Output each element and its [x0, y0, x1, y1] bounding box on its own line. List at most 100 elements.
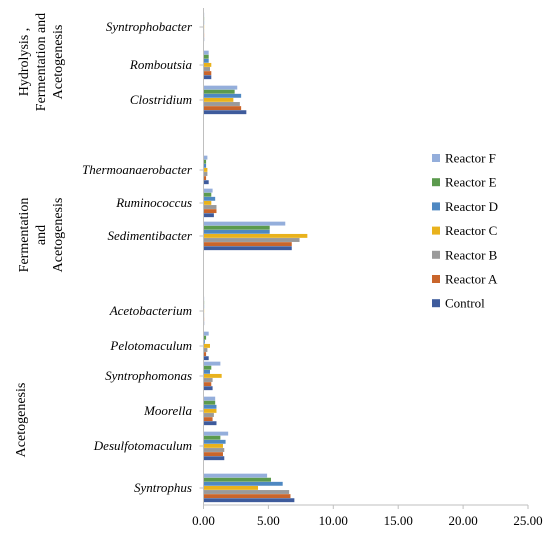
bars-layer [203, 12, 308, 503]
bar-desulfotomaculum-reactor-d [203, 439, 226, 444]
bar-thermoanaerobacter-reactor-d [203, 163, 207, 168]
category-label-acetobacterium: Acetobacterium [109, 303, 192, 318]
group-label-line: and [34, 225, 49, 245]
bar-syntrophus-reactor-f [203, 473, 268, 478]
bar-moorella-reactor-e [203, 400, 216, 405]
bar-thermoanaerobacter-reactor-f [203, 155, 208, 160]
bar-pelotomaculum-reactor-e [203, 335, 207, 340]
legend: Reactor F Reactor E Reactor D Reactor C Reac… [432, 151, 498, 311]
bar-pelotomaculum-reactor-a [203, 352, 207, 357]
bar-syntrophus-reactor-a [203, 494, 291, 499]
bar-ruminococcus-reactor-b [203, 205, 217, 209]
bar-moorella-reactor-c [203, 408, 217, 413]
bar-thermoanaerobacter-control [203, 180, 209, 185]
group-label-2: Fermentation and Acetogenesis [17, 198, 66, 273]
bar-syntrophomonas-reactor-f [203, 361, 221, 366]
bar-syntrophomonas-control [203, 386, 213, 391]
legend-swatch-control [432, 299, 440, 308]
category-label-moorella: Moorella [143, 403, 192, 418]
bar-moorella-reactor-b [203, 413, 214, 417]
legend-label-control: Control [445, 296, 485, 311]
bar-clostridium-control [203, 110, 247, 115]
bar-syntrophomonas-reactor-d [203, 369, 210, 374]
legend-swatch-reactor-b [432, 250, 440, 259]
group-label-line: Hydrolysis , [17, 28, 32, 96]
bar-thermoanaerobacter-reactor-e [203, 159, 207, 164]
bar-syntrophus-reactor-e [203, 477, 271, 482]
legend-label-reactor-f: Reactor F [445, 151, 496, 166]
bar-syntrophus-reactor-c [203, 485, 259, 490]
bar-clostridium-reactor-a [203, 106, 242, 111]
x-tick-label: 20.00 [448, 513, 477, 528]
bar-clostridium-reactor-b [203, 102, 240, 106]
bar-syntrophus-control [203, 498, 295, 503]
bar-pelotomaculum-reactor-f [203, 331, 209, 336]
category-label-syntrophobacter: Syntrophobacter [106, 19, 193, 34]
bar-romboutsia-reactor-b [203, 67, 210, 71]
category-label-romboutsia: Romboutsia [129, 57, 193, 72]
bar-desulfotomaculum-reactor-e [203, 435, 221, 440]
bar-moorella-reactor-a [203, 417, 213, 422]
bar-ruminococcus-reactor-f [203, 188, 213, 193]
bar-syntrophus-reactor-b [203, 490, 290, 494]
bar-sedimentibacter-reactor-c [203, 233, 308, 238]
bar-desulfotomaculum-control [203, 456, 225, 461]
bar-romboutsia-reactor-a [203, 71, 212, 76]
bar-thermoanaerobacter-reactor-a [203, 176, 207, 181]
category-label-ruminococcus: Ruminococcus [115, 195, 192, 210]
bar-ruminococcus-reactor-e [203, 192, 212, 197]
bar-desulfotomaculum-reactor-f [203, 431, 229, 436]
x-tick-label: 15.00 [384, 513, 413, 528]
x-tick-label: 25.00 [513, 513, 542, 528]
bar-clostridium-reactor-f [203, 85, 238, 90]
legend-label-reactor-a: Reactor A [445, 272, 498, 287]
bar-desulfotomaculum-reactor-b [203, 448, 225, 452]
group-label-line: Acetogenesis [51, 25, 66, 100]
bar-moorella-control [203, 421, 217, 426]
legend-swatch-reactor-a [432, 275, 440, 283]
legend-swatch-reactor-c [432, 226, 440, 235]
category-label-desulfotomaculum: Desulfotomaculum [93, 438, 192, 453]
category-label-syntrophomonas: Syntrophomonas [105, 368, 192, 383]
bar-pelotomaculum-control [203, 356, 209, 361]
category-label-thermoanaerobacter: Thermoanaerobacter [82, 162, 193, 177]
category-label-pelotomaculum: Pelotomaculum [109, 338, 192, 353]
bar-sedimentibacter-reactor-f [203, 221, 286, 226]
bar-thermoanaerobacter-reactor-c [203, 167, 208, 172]
group-label-line: Fermentation [17, 198, 32, 273]
legend-label-reactor-b: Reactor B [445, 247, 498, 262]
bar-pelotomaculum-reactor-d [203, 339, 205, 344]
bar-sedimentibacter-reactor-d [203, 229, 270, 234]
bar-desulfotomaculum-reactor-c [203, 443, 223, 448]
legend-label-reactor-d: Reactor D [445, 199, 498, 214]
bar-romboutsia-reactor-e [203, 54, 209, 59]
bar-romboutsia-reactor-f [203, 50, 209, 55]
group-label-1: Acetogenesis [14, 383, 29, 458]
bar-moorella-reactor-d [203, 404, 217, 409]
group-label-line: Acetogenesis [51, 198, 66, 273]
bar-romboutsia-control [203, 75, 212, 80]
bar-ruminococcus-reactor-d [203, 196, 216, 201]
bar-pelotomaculum-reactor-b [203, 348, 208, 352]
bar-sedimentibacter-control [203, 246, 292, 251]
group-label-line: Acetogenesis [14, 383, 29, 458]
legend-swatch-reactor-f [432, 154, 440, 162]
legend-label-reactor-e: Reactor E [445, 175, 497, 190]
bar-syntrophomonas-reactor-e [203, 365, 212, 370]
bar-sedimentibacter-reactor-a [203, 242, 292, 247]
axes-layer: 0.00 5.00 10.00 15.00 20.00 25.00 [192, 8, 543, 528]
bar-romboutsia-reactor-c [203, 62, 212, 67]
group-label-line: Fermentation and [34, 13, 49, 111]
legend-label-reactor-c: Reactor C [445, 223, 497, 238]
bar-romboutsia-reactor-d [203, 58, 209, 63]
bar-sedimentibacter-reactor-e [203, 225, 270, 230]
bar-syntrophomonas-reactor-c [203, 373, 222, 378]
bar-sedimentibacter-reactor-b [203, 238, 300, 242]
bar-moorella-reactor-f [203, 396, 216, 401]
group-label-3: Hydrolysis , Fermentation and Acetogenesis [17, 13, 66, 111]
bar-ruminococcus-reactor-c [203, 200, 212, 205]
category-label-clostridium: Clostridium [130, 92, 192, 107]
x-tick-label: 0.00 [192, 513, 215, 528]
